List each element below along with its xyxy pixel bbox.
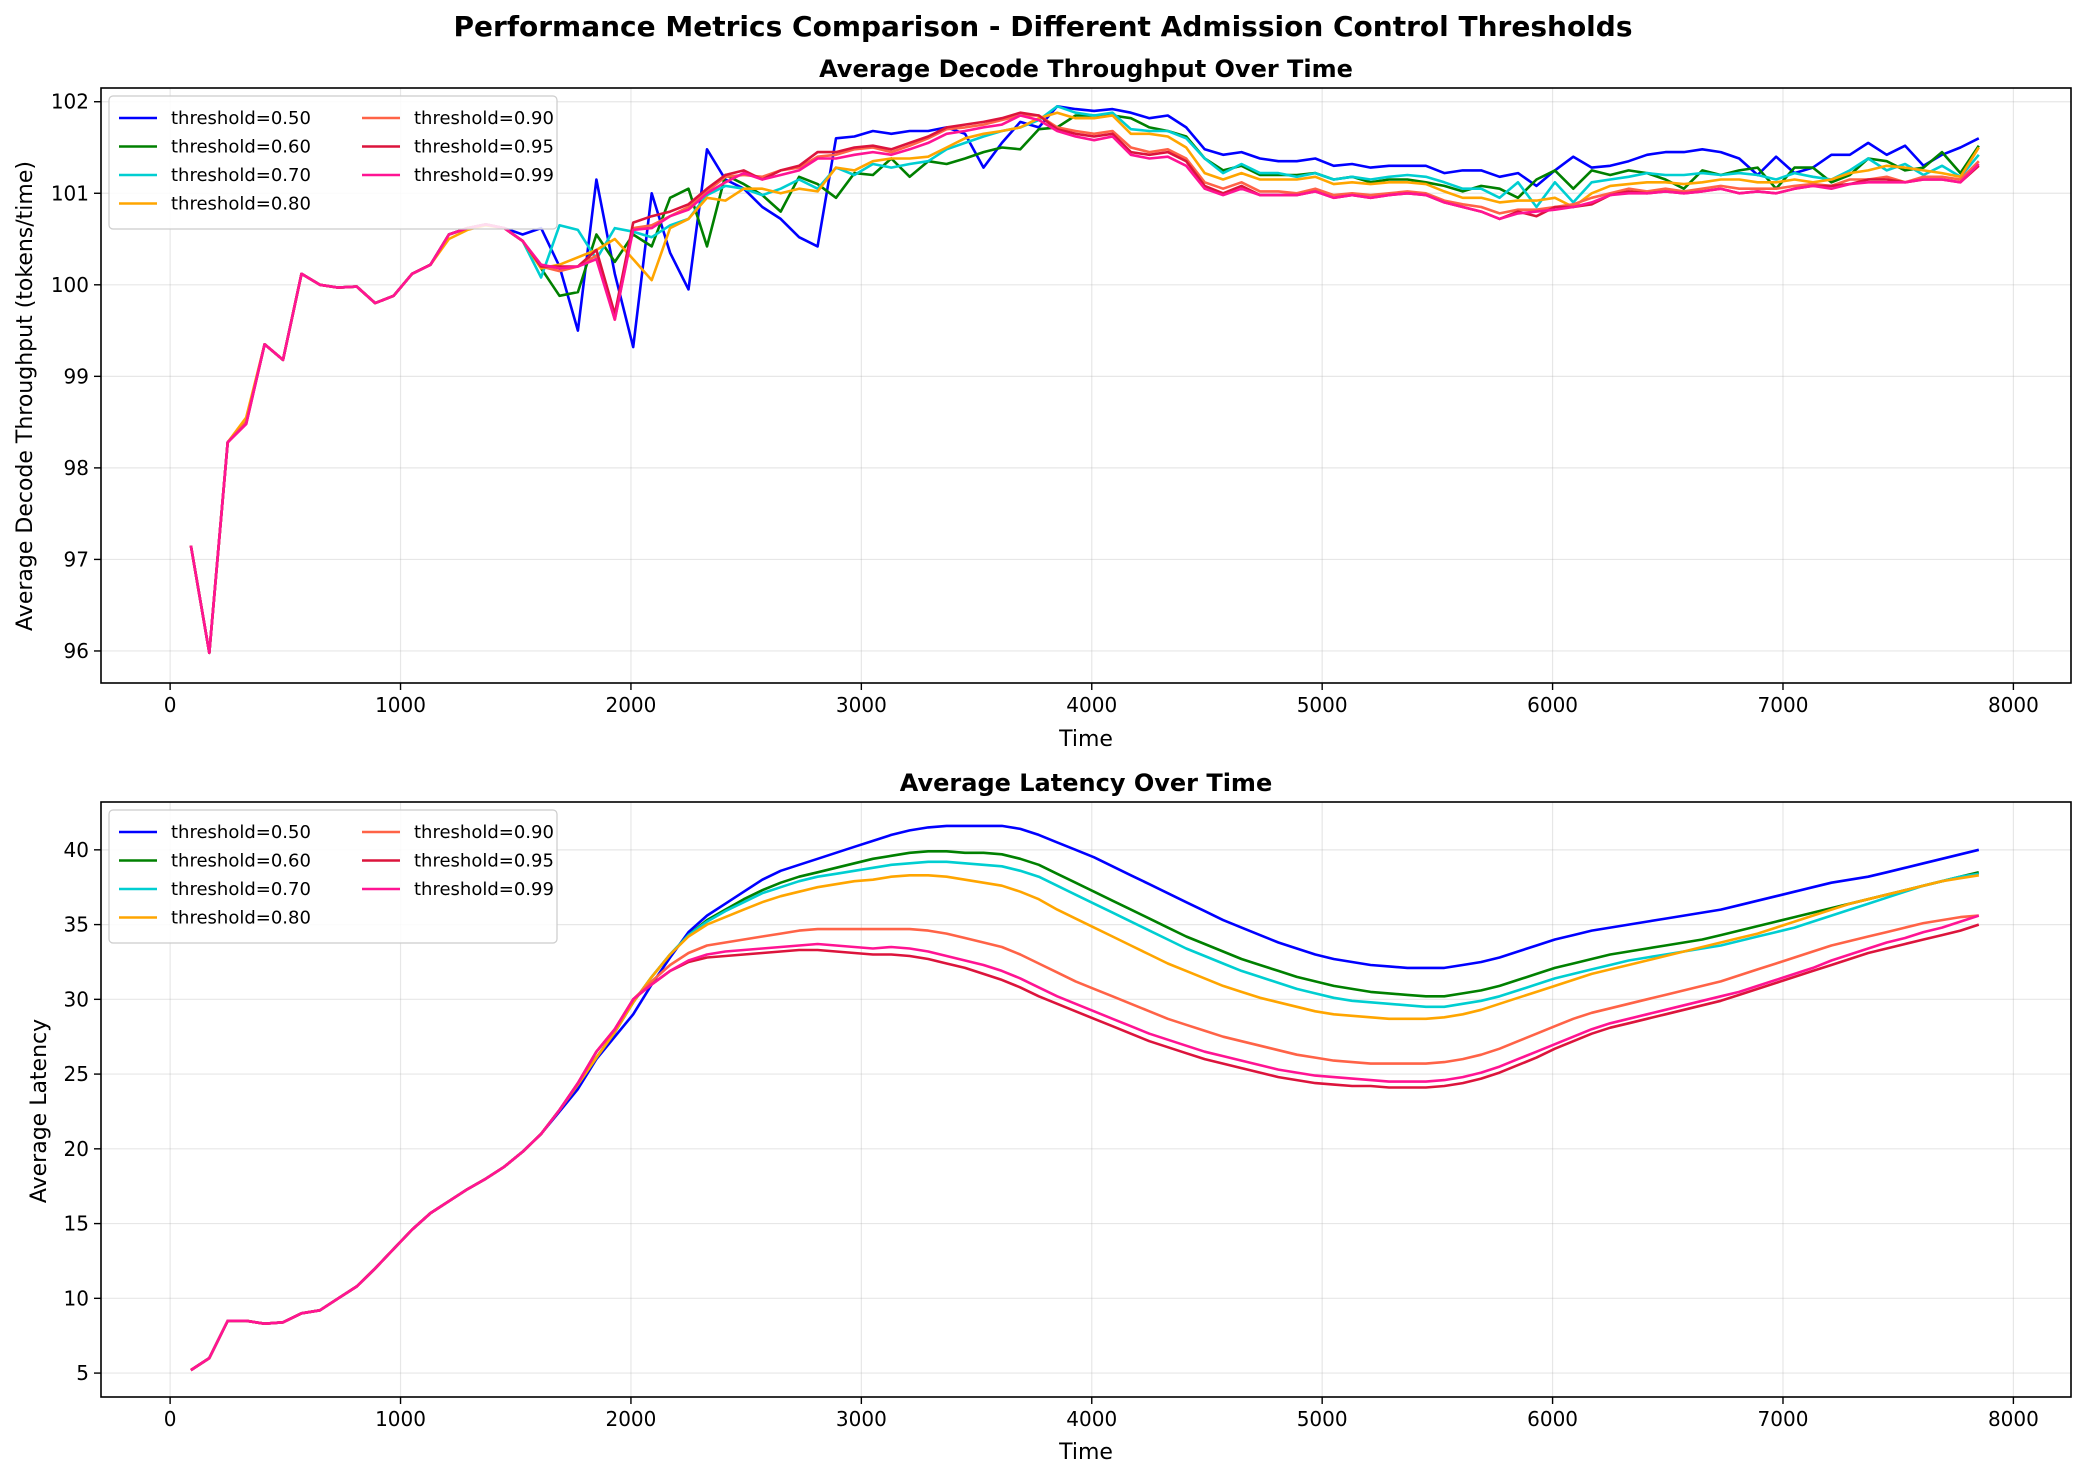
- throughput-legend-label: threshold=0.70: [171, 165, 311, 186]
- latency-series-group: [190, 824, 1980, 1372]
- latency-legend-label: threshold=0.99: [414, 879, 554, 900]
- latency-x-tick-label: 1000: [375, 1407, 426, 1431]
- latency-legend: [108, 809, 558, 944]
- latency-x-tick-label: 5000: [1297, 1407, 1348, 1431]
- latency-legend-label: threshold=0.60: [171, 851, 311, 872]
- latency-x-axis-label: Time: [1058, 1440, 1113, 1465]
- throughput-x-tick-label: 5000: [1297, 693, 1348, 717]
- throughput-x-tick-label: 4000: [1066, 693, 1117, 717]
- throughput-y-tick-label: 101: [51, 181, 89, 205]
- latency-x-tick-label: 3000: [836, 1407, 887, 1431]
- latency-axes-frame: [100, 801, 2072, 1398]
- throughput-x-tick-label: 1000: [375, 693, 426, 717]
- throughput-y-tick-label: 96: [64, 639, 89, 663]
- throughput-x-axis-label: Time: [1058, 727, 1113, 752]
- throughput-x-tick-label: 8000: [1988, 693, 2039, 717]
- latency-x-tick-label: 6000: [1527, 1407, 1578, 1431]
- latency-y-tick-label: 30: [64, 987, 89, 1011]
- latency-x-tick-label: 0: [164, 1407, 177, 1431]
- latency-y-tick-label: 25: [64, 1062, 89, 1086]
- figure-title: Performance Metrics Comparison - Differe…: [454, 10, 1633, 43]
- latency-series-line: [190, 914, 1980, 1372]
- throughput-x-tick-label: 3000: [836, 693, 887, 717]
- throughput-legend-label: threshold=0.95: [414, 137, 554, 158]
- throughput-y-tick-label: 100: [51, 273, 89, 297]
- throughput-chart-title: Average Decode Throughput Over Time: [819, 55, 1353, 83]
- throughput-legend-label: threshold=0.90: [414, 108, 554, 129]
- throughput-y-tick-label: 98: [64, 456, 89, 480]
- throughput-y-tick-label: 99: [64, 364, 89, 388]
- throughput-x-tick-label: 2000: [605, 693, 656, 717]
- latency-legend-label: threshold=0.80: [171, 908, 311, 929]
- throughput-y-tick-label: 102: [51, 90, 89, 114]
- latency-x-tick-label: 2000: [605, 1407, 656, 1431]
- throughput-legend-label: threshold=0.99: [414, 165, 554, 186]
- latency-y-tick-label: 10: [64, 1286, 89, 1310]
- throughput-x-tick-label: 6000: [1527, 693, 1578, 717]
- latency-chart-panel: Average Latency Over Time Time Average L…: [27, 769, 2072, 1465]
- throughput-legend-label: threshold=0.50: [171, 108, 311, 129]
- latency-legend-label: threshold=0.90: [414, 822, 554, 843]
- latency-y-tick-label: 40: [64, 838, 89, 862]
- throughput-legend-label: threshold=0.80: [171, 194, 311, 215]
- throughput-axes-frame: [100, 87, 2072, 684]
- latency-chart-title: Average Latency Over Time: [900, 769, 1272, 797]
- latency-y-axis-label: Average Latency: [27, 1019, 52, 1203]
- latency-legend-label: threshold=0.95: [414, 851, 554, 872]
- throughput-y-tick-label: 97: [64, 547, 89, 571]
- latency-x-tick-label: 4000: [1066, 1407, 1117, 1431]
- throughput-legend: [108, 95, 558, 230]
- latency-y-tick-label: 5: [76, 1361, 89, 1385]
- throughput-chart-panel: Average Decode Throughput Over Time Time…: [13, 55, 2072, 752]
- throughput-legend-label: threshold=0.60: [171, 137, 311, 158]
- throughput-y-axis-label: Average Decode Throughput (tokens/time): [13, 161, 38, 631]
- latency-legend-label: threshold=0.70: [171, 879, 311, 900]
- throughput-x-tick-label: 0: [164, 693, 177, 717]
- latency-x-tick-label: 8000: [1988, 1407, 2039, 1431]
- latency-y-tick-label: 35: [64, 913, 89, 937]
- latency-y-tick-label: 20: [64, 1137, 89, 1161]
- latency-legend-label: threshold=0.50: [171, 822, 311, 843]
- latency-x-tick-label: 7000: [1758, 1407, 1809, 1431]
- latency-y-tick-label: 15: [64, 1212, 89, 1236]
- throughput-x-tick-label: 7000: [1758, 693, 1809, 717]
